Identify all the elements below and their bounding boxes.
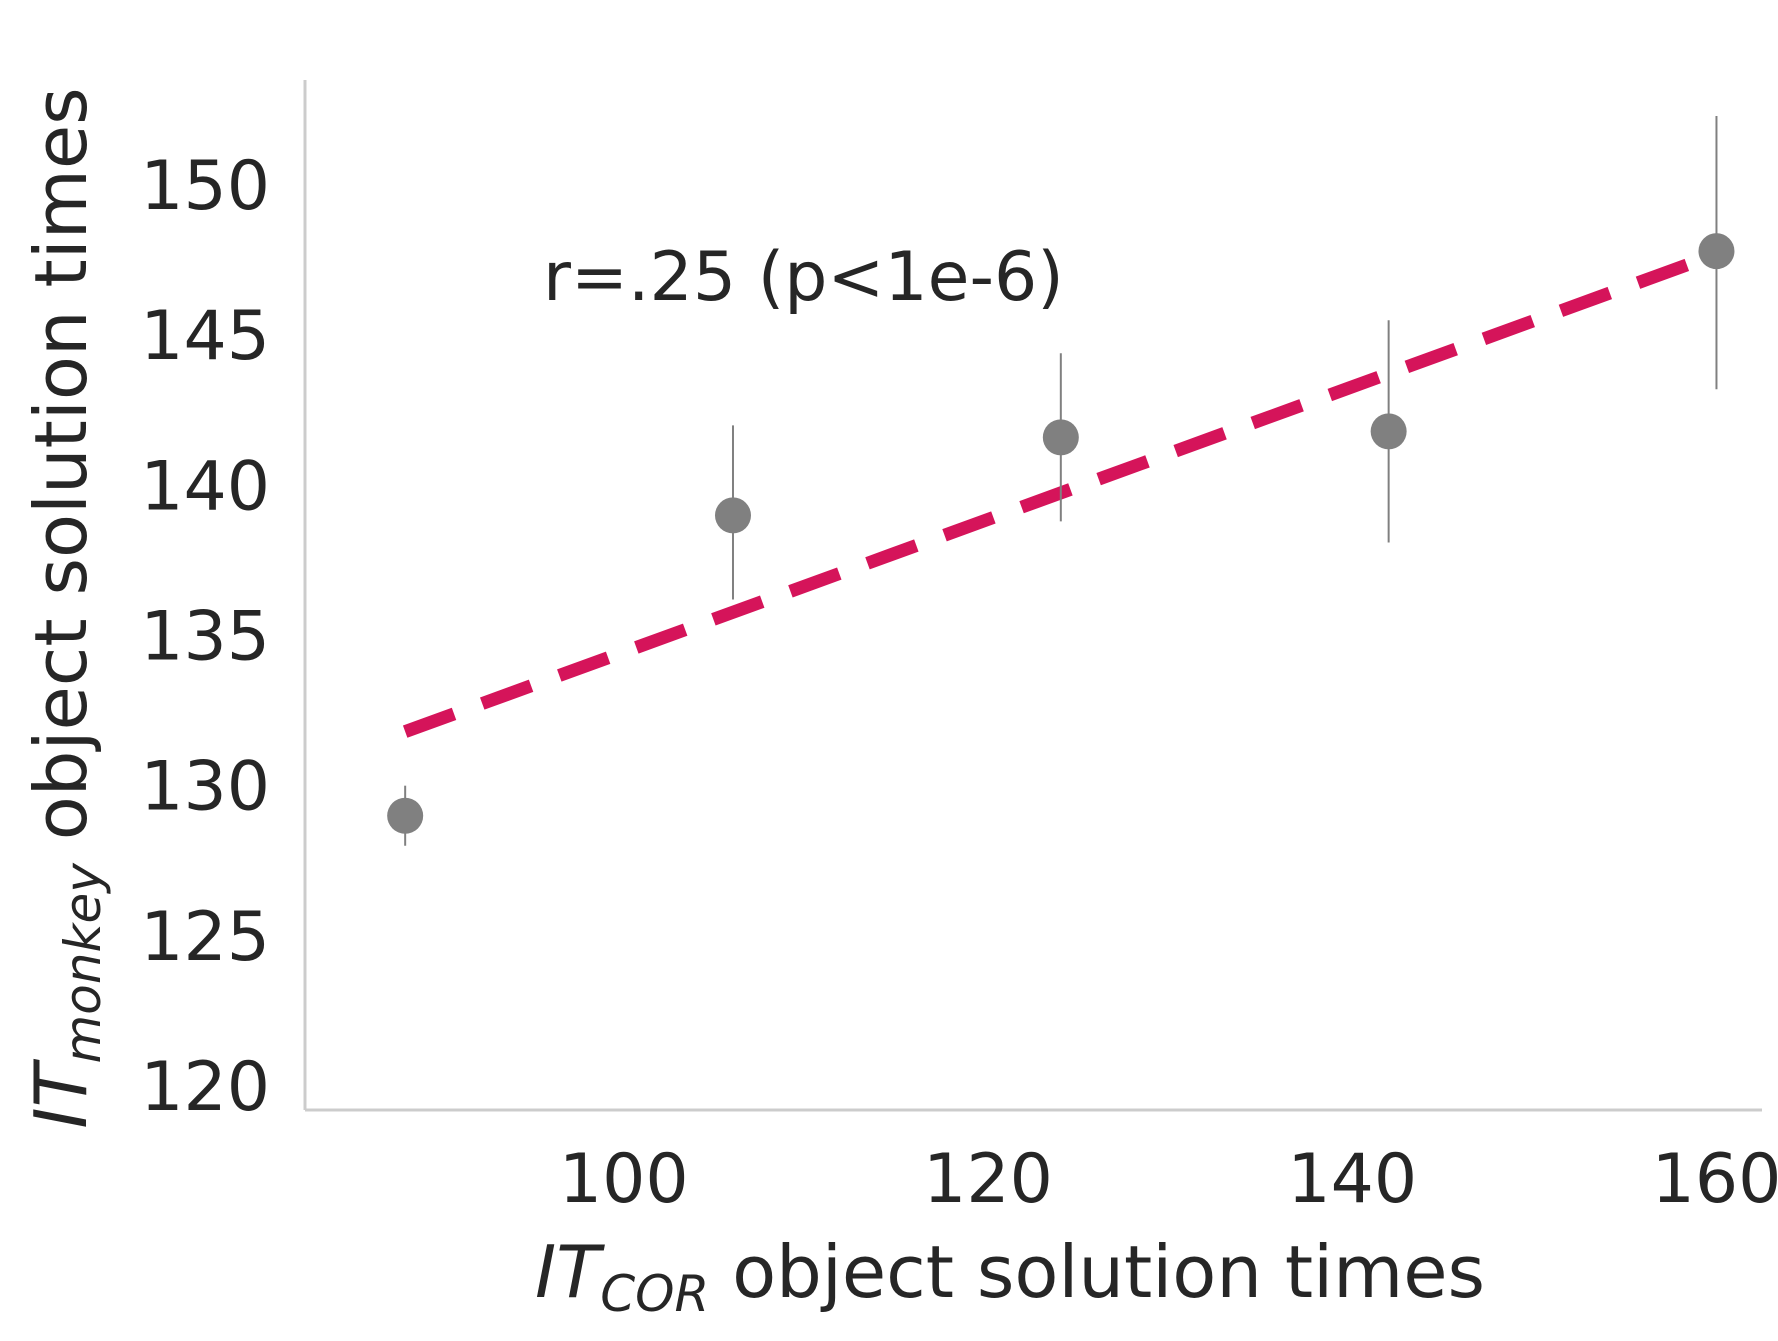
y-axis-label-main: IT [19, 1058, 103, 1128]
x-tick-label: 100 [559, 1140, 689, 1219]
data-point [714, 497, 751, 534]
y-axis-label-rest: object solution times [19, 87, 103, 863]
x-tick-label: 140 [1287, 1140, 1417, 1219]
x-axis-label-main: IT [535, 1230, 605, 1314]
y-tick-label: 125 [140, 898, 270, 977]
data-point [1698, 233, 1735, 270]
data-point [387, 797, 424, 834]
y-tick-label: 120 [140, 1048, 270, 1127]
y-tick-label: 150 [140, 147, 270, 226]
y-axis-label: ITmonkey object solution times [19, 87, 112, 1128]
x-axis-label: ITCOR object solution times [535, 1230, 1485, 1323]
x-axis-label-rest: object solution times [709, 1230, 1485, 1314]
axes [303, 80, 1762, 1112]
data-point [1370, 413, 1407, 450]
data-point-group [1698, 116, 1735, 390]
data-point-group [1370, 320, 1407, 543]
y-tick-label: 140 [140, 447, 270, 526]
data-point-group [714, 425, 751, 600]
x-tick-label: 160 [1652, 1140, 1778, 1219]
x-axis-label-subscript: COR [600, 1265, 709, 1323]
y-tick-label: 130 [140, 748, 270, 827]
y-tick-label: 135 [140, 598, 270, 677]
data-point [1042, 419, 1079, 456]
data-point-group [387, 785, 424, 846]
y-axis-label-subscript: monkey [54, 862, 112, 1064]
tick-labels: 120 125 130 135 140 145 150 100 120 140 160 [140, 147, 1778, 1219]
data-points [387, 116, 1735, 846]
correlation-annotation: r=.25 (p<1e-6) [543, 238, 1064, 317]
data-point-group [1042, 353, 1079, 522]
x-tick-label: 120 [923, 1140, 1053, 1219]
y-tick-label: 145 [140, 297, 270, 376]
